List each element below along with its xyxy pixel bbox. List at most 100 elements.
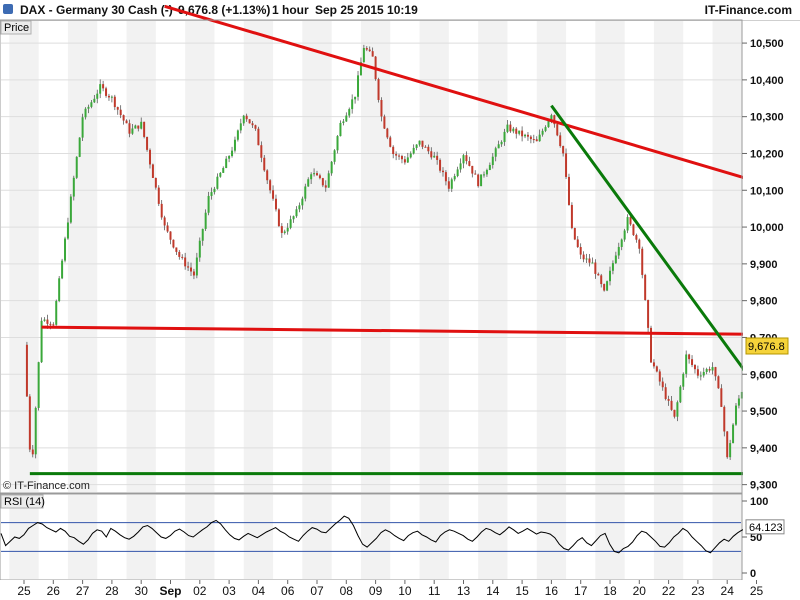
- candle-body: [175, 247, 178, 252]
- time-axis: 25 26 27 28 30 Sep 02 03 04 06 07 08 09 10 11 13 14 15 16 1…: [0, 580, 800, 600]
- candle-body: [688, 354, 691, 360]
- day-band: [185, 495, 215, 579]
- candle-body: [614, 255, 617, 264]
- last-price-marker: [745, 337, 789, 355]
- candle-body: [412, 147, 415, 154]
- time-tick-label: 03: [222, 584, 236, 598]
- candle-body: [600, 275, 603, 285]
- day-band: [126, 21, 156, 492]
- time-tick-label: 08: [340, 584, 354, 598]
- trendline-downtrend[interactable]: [550, 104, 776, 412]
- candle-body: [28, 396, 31, 450]
- rsi-tick-label: 100: [750, 496, 768, 508]
- time-tick-label: Sep: [159, 584, 181, 598]
- candle-body: [324, 185, 327, 188]
- candle-body: [119, 109, 122, 116]
- candle-body: [254, 125, 257, 129]
- trendline-support[interactable]: [41, 325, 775, 337]
- candle-body: [99, 84, 102, 94]
- candle-body: [137, 125, 140, 129]
- candle-body: [316, 173, 318, 176]
- candle-body: [286, 227, 289, 232]
- candle-body: [544, 127, 547, 131]
- time-tick-label: 17: [574, 584, 588, 598]
- candle-body: [93, 98, 96, 103]
- candle-body: [231, 150, 234, 157]
- candle-body: [210, 192, 213, 196]
- candle-body: [263, 157, 266, 171]
- day-band: [478, 495, 508, 579]
- time-tick-label: 07: [310, 584, 324, 598]
- candle-body: [488, 164, 491, 170]
- trendlines[interactable]: [29, 4, 776, 476]
- candle-body: [351, 99, 354, 110]
- candle-body: [632, 224, 635, 236]
- candle-body: [269, 180, 272, 191]
- candle-body: [383, 116, 386, 129]
- candle-body: [582, 254, 585, 260]
- candle-body: [541, 130, 544, 135]
- trendline-resistance[interactable]: [164, 4, 775, 189]
- candle-body: [406, 157, 409, 163]
- time-tick-label: 25: [17, 584, 31, 598]
- price-tick-label: 10,500: [750, 38, 784, 50]
- candle-body: [685, 354, 688, 374]
- candle-body: [116, 107, 119, 110]
- time-tick-label: 14: [486, 584, 500, 598]
- price-tick-label: 9,500: [750, 406, 778, 418]
- candle-body: [503, 131, 506, 142]
- candle-body: [650, 327, 653, 363]
- candle-body: [87, 106, 90, 109]
- candle-body: [673, 409, 676, 417]
- candle-body: [594, 262, 597, 274]
- candle-body: [342, 121, 345, 123]
- candle-body: [233, 139, 236, 151]
- day-band: [712, 21, 742, 492]
- candle-body: [474, 173, 477, 175]
- day-band: [360, 495, 391, 579]
- rsi-tick-label: 50: [750, 532, 762, 544]
- candle-body: [368, 49, 371, 52]
- candle-body: [25, 344, 28, 397]
- candle-body: [105, 88, 108, 96]
- candle-body: [494, 148, 497, 157]
- price-tick-label: 10,400: [750, 75, 784, 87]
- candle-body: [403, 159, 406, 163]
- price-tick-label: 10,200: [750, 148, 784, 160]
- candle-body: [272, 190, 275, 199]
- day-band: [595, 495, 625, 579]
- candle-body: [734, 405, 737, 425]
- candle-body: [512, 128, 515, 132]
- price-panel-label-box: [0, 20, 32, 35]
- candle-body: [122, 115, 125, 121]
- candle-body: [330, 161, 333, 174]
- candle-body: [626, 217, 629, 231]
- candle-body: [146, 136, 149, 150]
- candle-body: [652, 362, 655, 367]
- day-band: [126, 495, 156, 579]
- candle-body: [702, 371, 705, 376]
- candle-body: [576, 239, 579, 248]
- candle-body: [371, 51, 374, 57]
- rsi-line: [0, 515, 766, 554]
- rsi-panel-label-box: [0, 494, 44, 509]
- candle-body: [609, 270, 611, 282]
- candle-body: [559, 135, 562, 147]
- candle-body: [676, 402, 679, 417]
- candle-body: [647, 300, 650, 328]
- timeframe-label[interactable]: 1 hour: [272, 3, 309, 17]
- day-band: [712, 495, 742, 579]
- weekend-bands: [9, 21, 742, 579]
- candle-body: [377, 79, 380, 100]
- candle-body: [491, 156, 494, 165]
- candle-body: [301, 198, 304, 206]
- candle-body: [257, 128, 260, 146]
- day-band: [243, 21, 274, 492]
- candle-body: [644, 274, 647, 301]
- time-tick-label: 27: [76, 584, 90, 598]
- candle-body: [195, 257, 198, 276]
- candle-body: [497, 144, 500, 149]
- candle-body: [398, 155, 401, 157]
- candle-body: [485, 169, 488, 175]
